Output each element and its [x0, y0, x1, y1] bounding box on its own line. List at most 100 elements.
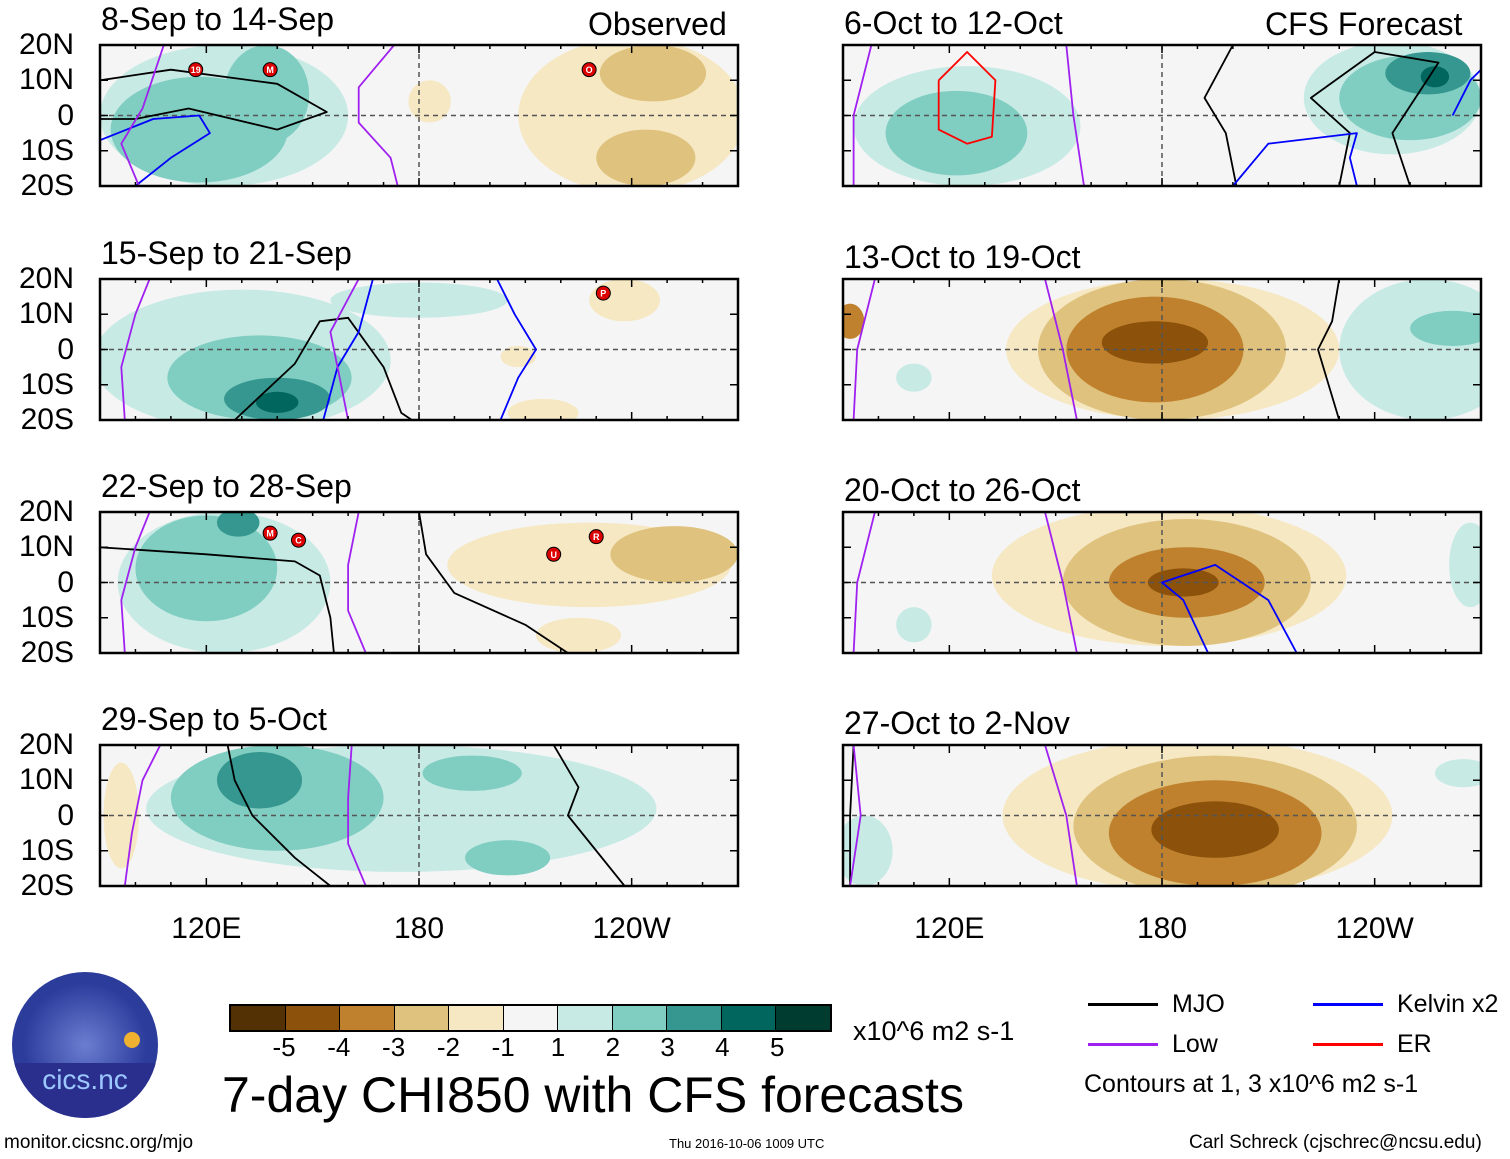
kelvin-contour: [1161, 564, 1298, 653]
mjo-contour: [226, 745, 331, 886]
legend-label: Kelvin x2: [1397, 990, 1499, 1018]
panel-title: 29-Sep to 5-Oct: [101, 701, 327, 737]
colorbar-tick-label: 2: [605, 1032, 621, 1062]
map-panel: 19 M O: [98, 43, 740, 188]
panel-title: 22-Sep to 28-Sep: [101, 468, 352, 504]
lat-tick-label: 0: [57, 798, 74, 832]
panel-title: 6-Oct to 12-Oct: [844, 5, 1063, 41]
colorbar-swatch: [666, 1006, 721, 1030]
lat-tick-label: 10N: [18, 530, 74, 564]
anomaly-shading: [896, 607, 932, 643]
colorbar-swatch: [557, 1006, 612, 1030]
colorbar-tick-label: -1: [491, 1032, 515, 1062]
colorbar-tick-label: -5: [272, 1032, 296, 1062]
panel-content: M C U R: [100, 512, 738, 653]
low-contour: [852, 512, 876, 653]
storm-marker: P: [595, 285, 611, 301]
colorbar-swatch: [720, 1006, 775, 1030]
anomaly-shading: [843, 815, 893, 886]
legend-label: Low: [1172, 1030, 1218, 1058]
source-url[interactable]: monitor.cicsnc.org/mjo: [4, 1132, 194, 1153]
legend-label: MJO: [1172, 990, 1225, 1018]
panel-title: 20-Oct to 26-Oct: [844, 472, 1081, 508]
low-contour: [849, 745, 862, 886]
lat-tick-label: 10S: [20, 133, 74, 167]
contour-note: Contours at 1, 3 x10^6 m2 s-1: [1084, 1070, 1419, 1098]
figure-title: 7-day CHI850 with CFS forecasts: [222, 1067, 964, 1123]
lat-tick-label: 20S: [20, 869, 74, 902]
anomaly-shading: [589, 279, 661, 322]
kelvin-contour: [496, 279, 537, 420]
storm-icon: [290, 532, 306, 548]
anomaly-shading: [1410, 310, 1481, 346]
kelvin-contour: [1451, 69, 1481, 116]
storm-label: R: [593, 532, 600, 542]
colorbar-tick-label: -4: [327, 1032, 351, 1062]
kelvin-contour: [1232, 132, 1358, 186]
low-contour: [357, 45, 399, 186]
storm-marker: O: [581, 62, 597, 78]
colorbar-swatch: [393, 1006, 448, 1030]
mjo-contour: [100, 546, 335, 653]
storm-icon: [588, 529, 604, 545]
logo-text: cics.nc: [42, 1064, 128, 1095]
mjo-contour: [1317, 279, 1341, 420]
lat-tick-label: 20N: [18, 262, 74, 295]
anomaly-shading: [135, 515, 278, 622]
low-contour: [1044, 512, 1078, 653]
storm-label: C: [295, 536, 302, 546]
lat-tick-label: 10S: [20, 833, 74, 867]
colorbar-tick-label: 5: [769, 1032, 785, 1062]
map-panel: [841, 743, 1483, 888]
anomaly-shading: [1434, 759, 1481, 788]
anomaly-shading: [610, 526, 738, 583]
colorbar-swatch: [775, 1006, 830, 1030]
low-contour: [1044, 279, 1078, 420]
map-panel: [841, 277, 1483, 422]
lon-tick-label: 120W: [1335, 912, 1414, 945]
storm-label: M: [266, 65, 274, 75]
storm-icon: [546, 546, 562, 562]
lat-tick-label: 10S: [20, 600, 74, 634]
low-contour: [347, 512, 367, 653]
storm-marker: M: [262, 525, 278, 541]
mjo-contour: [234, 316, 413, 420]
mjo-contour: [1203, 45, 1238, 186]
storm-icon: [262, 62, 278, 78]
legend-line-low: [1088, 1043, 1158, 1046]
map-panel: [841, 510, 1483, 655]
panel-content: [100, 745, 738, 886]
lon-tick-label: 180: [1136, 912, 1188, 945]
map-panel: M C U R: [98, 510, 740, 655]
anomaly-shading: [216, 752, 303, 809]
lon-tick-label: 120E: [171, 912, 242, 945]
colorbar-swatch: [611, 1006, 666, 1030]
anomaly-shading: [507, 398, 579, 420]
panel-content: [843, 279, 1481, 420]
lat-tick-label: 10N: [18, 297, 74, 331]
storm-marker: M: [262, 62, 278, 78]
panel-content: 19 M O: [100, 45, 738, 186]
legend-line-kelvin: [1313, 1003, 1383, 1006]
colorbar-tick-label: 4: [715, 1032, 730, 1062]
anomaly-shading: [596, 129, 696, 186]
lat-tick-label: 20N: [18, 28, 74, 61]
panel-content: [843, 512, 1481, 653]
storm-icon: [581, 62, 597, 78]
colorbar-swatch: [284, 1006, 339, 1030]
anomaly-shading: [500, 345, 536, 368]
legend-line-mjo: [1088, 1003, 1158, 1006]
anomaly-shading: [1151, 801, 1279, 858]
kelvin-contour: [100, 114, 211, 186]
mjo-contour: [418, 512, 569, 653]
storm-marker: R: [588, 529, 604, 545]
lon-tick-label: 120E: [914, 912, 985, 945]
storm-icon: [595, 285, 611, 301]
colorbar-tick-label: -2: [436, 1032, 460, 1062]
lat-tick-label: 20N: [18, 495, 74, 528]
low-contour: [852, 45, 873, 186]
panel-content: P: [100, 279, 738, 420]
legend-label: ER: [1397, 1030, 1432, 1058]
